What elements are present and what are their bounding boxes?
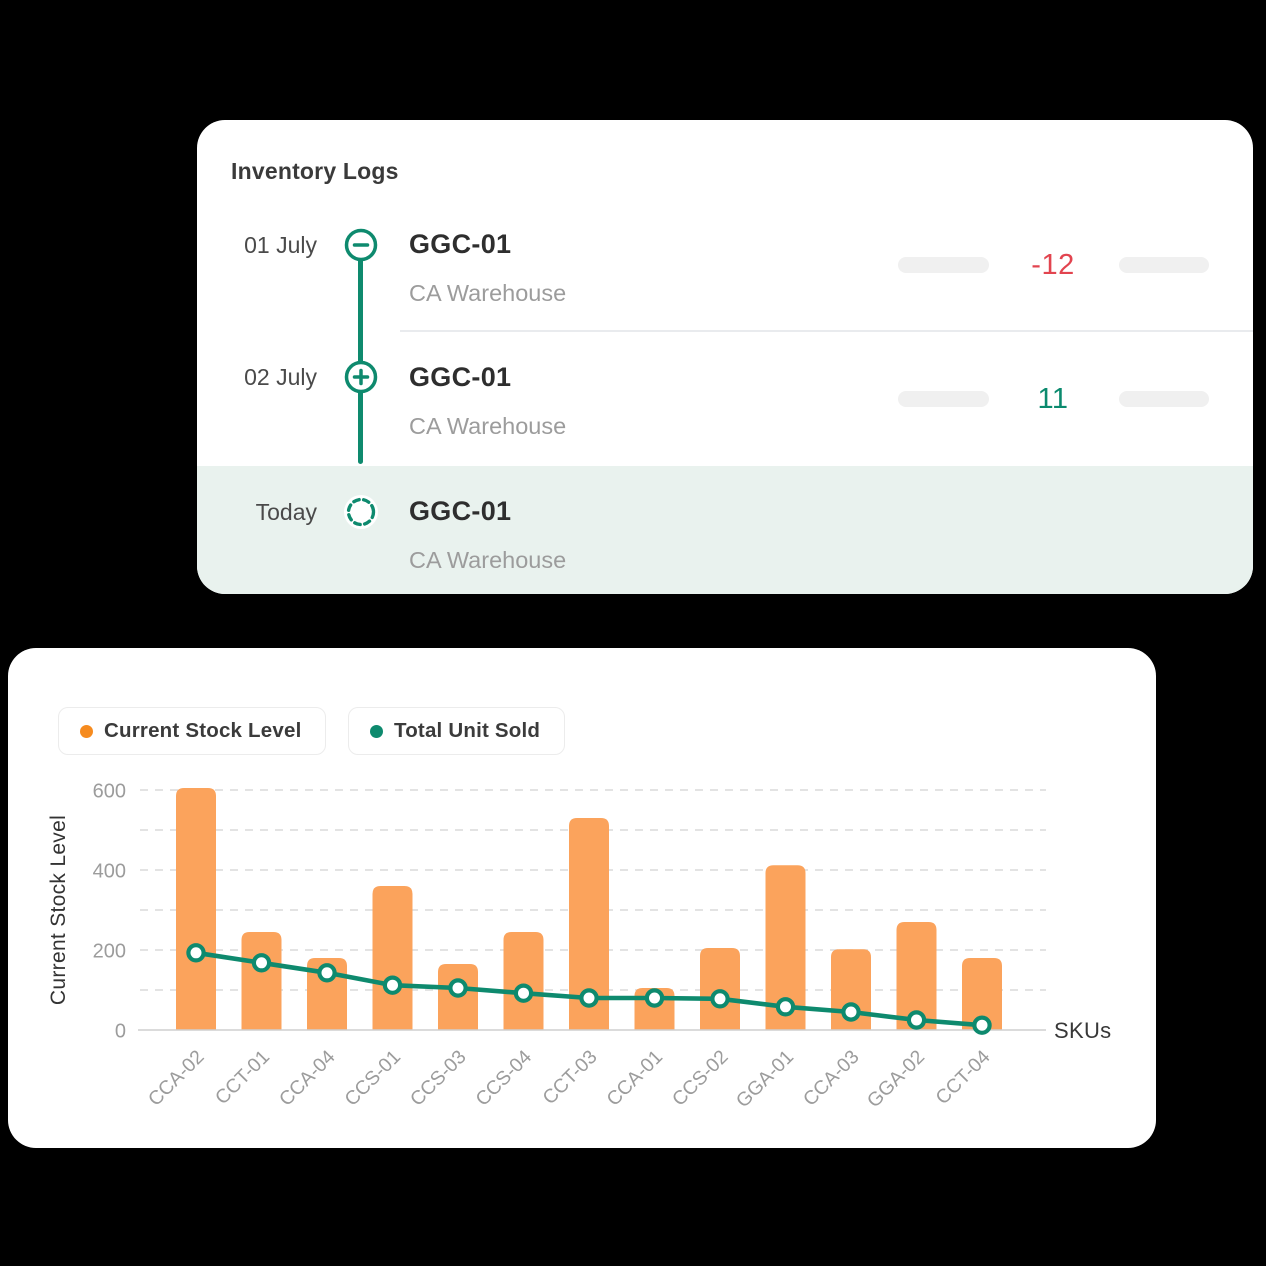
marker-CCS-03 — [448, 978, 468, 998]
marker-CCA-04 — [317, 963, 337, 983]
bar-GGA-02 — [896, 922, 937, 1030]
bar-CCT-01 — [241, 932, 282, 1030]
row-divider — [400, 330, 1253, 332]
stock-chart-card: Current Stock Level Total Unit Sold 0 200… — [8, 648, 1156, 1148]
y-axis-title: Current Stock Level — [47, 815, 70, 1005]
log-location: CA Warehouse — [409, 547, 567, 573]
marker-CCA-01 — [644, 988, 665, 1008]
x-tick-label: CCT-01 — [211, 1046, 274, 1109]
bar-CCT-03 — [569, 818, 609, 1030]
legend-label: Total Unit Sold — [394, 719, 541, 742]
x-tick-label: CCS-04 — [471, 1046, 536, 1111]
marker-CCT-03 — [579, 988, 599, 1008]
card-title: Inventory Logs — [231, 158, 399, 184]
bar-GGA-01 — [765, 865, 806, 1030]
log-sku[interactable]: GGC-01 — [409, 229, 512, 259]
bar-CCS-02 — [700, 948, 740, 1030]
marker-CCS-04 — [513, 983, 534, 1003]
orange-dot-icon — [80, 724, 93, 738]
log-location: CA Warehouse — [409, 413, 567, 439]
today-row-highlight — [197, 466, 1253, 594]
stock-change-value: -12 — [1031, 249, 1075, 281]
x-axis-title: SKUs — [1054, 1018, 1111, 1043]
log-date: 01 July — [244, 232, 317, 258]
inventory-logs-card: Inventory Logs 01 July GGC-01 CA Warehou… — [197, 120, 1253, 594]
marker-CCS-01 — [382, 975, 403, 995]
y-tick-label: 600 — [93, 781, 126, 803]
marker-CCT-01 — [251, 953, 272, 973]
marker-GGA-01 — [775, 997, 796, 1017]
teal-dot-icon — [370, 724, 383, 738]
marker-CCT-04 — [972, 1015, 992, 1035]
bar-CCT-04 — [962, 958, 1002, 1030]
timeline-connector — [358, 245, 363, 464]
log-date: Today — [255, 499, 317, 525]
marker-CCS-02 — [710, 989, 730, 1009]
x-tick-label: CCA-03 — [799, 1046, 864, 1111]
x-tick-label: CCT-04 — [931, 1046, 994, 1109]
x-tick-label: GGA-01 — [732, 1046, 798, 1112]
marker-CCA-02 — [186, 943, 206, 963]
x-tick-label: CCA-02 — [144, 1046, 209, 1111]
legend-item-current-stock[interactable]: Current Stock Level — [58, 707, 327, 755]
y-tick-label: 0 — [115, 1021, 126, 1043]
bar-CCS-01 — [372, 886, 413, 1030]
placeholder-pill — [898, 257, 989, 273]
x-tick-label: CCS-01 — [340, 1046, 405, 1111]
stock-change-value: 11 — [1037, 383, 1069, 415]
x-tick-label: GGA-02 — [863, 1046, 929, 1112]
stock-chart: 0 200 400 600 CCA-02 CCT-01 CCA-04 CCS-01 CCS-03… — [47, 781, 1111, 1113]
dashed-circle-icon — [344, 495, 378, 529]
legend-label: Current Stock Level — [104, 719, 302, 742]
y-tick-label: 400 — [93, 861, 126, 883]
x-tick-label: CCT-03 — [538, 1046, 601, 1109]
placeholder-pill — [898, 391, 989, 407]
placeholder-pill — [1119, 257, 1209, 273]
x-tick-label: CCA-04 — [275, 1046, 340, 1111]
log-sku[interactable]: GGC-01 — [409, 496, 512, 526]
marker-GGA-02 — [906, 1010, 927, 1030]
placeholder-pill — [1119, 391, 1209, 407]
bar-CCA-02 — [176, 788, 216, 1030]
marker-CCA-03 — [841, 1002, 861, 1022]
bar-CCS-04 — [503, 932, 544, 1030]
plus-circle-icon — [344, 360, 378, 394]
x-tick-label: CCA-01 — [602, 1046, 667, 1111]
log-location: CA Warehouse — [409, 280, 567, 306]
minus-circle-icon — [344, 228, 378, 262]
log-date: 02 July — [244, 364, 317, 390]
legend-item-total-sold[interactable]: Total Unit Sold — [348, 707, 566, 755]
x-tick-label: CCS-03 — [406, 1046, 471, 1111]
y-tick-label: 200 — [93, 941, 126, 963]
log-sku[interactable]: GGC-01 — [409, 362, 512, 392]
x-tick-label: CCS-02 — [668, 1046, 733, 1111]
